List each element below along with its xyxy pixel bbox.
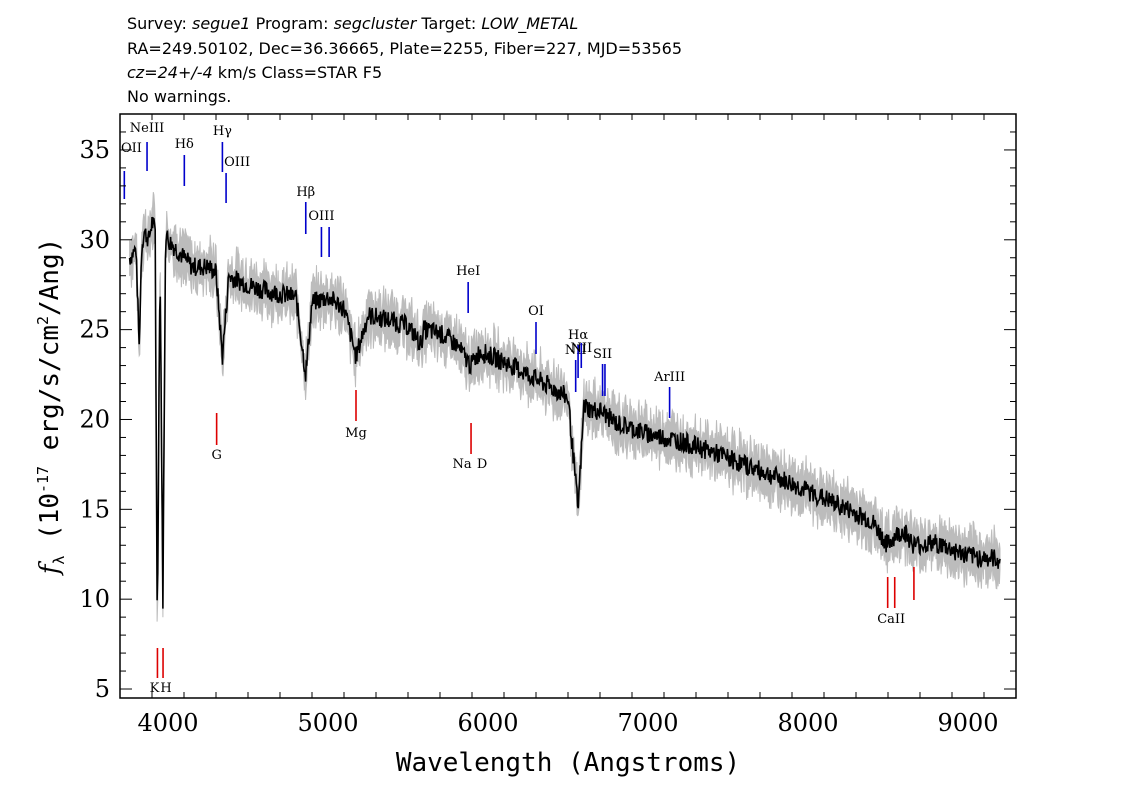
class-value: km/s Class=STAR F5: [212, 63, 383, 82]
program-label: Program:: [255, 14, 329, 33]
emission-line-label: NeIII: [130, 121, 164, 136]
y-tick-label: 20: [79, 405, 110, 433]
absorption-line-label: Na: [452, 457, 471, 472]
header-line-1: Survey: segue1 Program: segcluster Targe…: [127, 14, 578, 34]
emission-line-label: ArIII: [653, 370, 685, 385]
emission-line-label: Hγ: [213, 124, 232, 139]
x-tick-label: 4000: [137, 709, 198, 737]
absorption-line-label: H: [160, 681, 171, 696]
survey-label: Survey:: [127, 14, 187, 33]
header-line-2: RA=249.50102, Dec=36.36665, Plate=2255, …: [127, 39, 683, 58]
x-tick-label: 7000: [617, 709, 678, 737]
y-tick-label: 10: [79, 585, 110, 613]
target-value: LOW_METAL: [481, 14, 579, 33]
y-tick-label: 35: [79, 136, 110, 164]
emission-line-label: Hα: [568, 328, 588, 343]
emission-line-label: OII: [121, 141, 142, 156]
x-tick-label: 9000: [937, 709, 998, 737]
target-label: Target:: [421, 14, 477, 33]
x-tick-label: 5000: [297, 709, 358, 737]
y-tick-label: 15: [79, 495, 110, 523]
y-tick-label: 30: [79, 226, 110, 254]
header-line-4: No warnings.: [127, 87, 232, 106]
emission-line-label: SII: [593, 347, 612, 362]
y-tick-label: 25: [79, 316, 110, 344]
y-tick-label: 5: [95, 675, 110, 703]
emission-line-label: HeI: [456, 264, 480, 279]
emission-line-label: Hδ: [175, 137, 194, 152]
absorption-line-label: G: [211, 448, 221, 463]
absorption-line-label: D: [477, 457, 487, 472]
survey-value: segue1: [191, 14, 251, 33]
x-tick-label: 8000: [777, 709, 838, 737]
emission-line-label: OIII: [224, 155, 250, 170]
emission-line-label: OI: [528, 304, 544, 319]
emission-line-label: NII: [570, 341, 592, 356]
emission-line-label: Hβ: [296, 185, 315, 200]
error-band: [129, 191, 1001, 622]
x-tick-label: 6000: [457, 709, 518, 737]
y-axis-title: fλ (10-17 erg/s/cm2/Ang): [34, 238, 68, 577]
flux-series-line: [128, 216, 1001, 609]
x-axis-title: Wavelength (Angstroms): [396, 748, 740, 778]
program-value: segcluster: [333, 14, 417, 33]
emission-line-label: OIII: [308, 209, 334, 224]
header-line-3: cz=24+/-4 km/s Class=STAR F5: [127, 63, 382, 83]
absorption-line-label: Mg: [345, 426, 367, 441]
absorption-line-label: CaII: [877, 612, 905, 627]
absorption-line-label: K: [150, 681, 160, 696]
redshift-value: cz=24+/-4: [127, 63, 213, 82]
